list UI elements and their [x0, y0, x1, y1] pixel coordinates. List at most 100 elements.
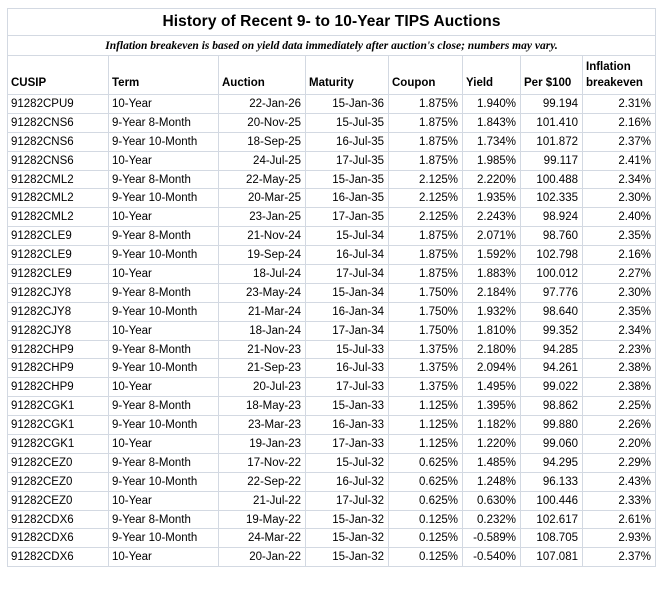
cell-auction: 21-Nov-24	[218, 226, 306, 247]
cell-yield: 1.395%	[462, 396, 521, 417]
cell-cusip: 91282CML2	[7, 188, 109, 209]
cell-coupon: 1.125%	[388, 415, 463, 436]
column-header-yield: Yield	[462, 55, 521, 95]
cell-coupon: 1.375%	[388, 358, 463, 379]
cell-maturity: 15-Jul-35	[305, 112, 389, 133]
cell-cusip: 91282CHP9	[7, 339, 109, 360]
cell-auction: 23-May-24	[218, 282, 306, 303]
cell-breakeven: 2.26%	[582, 415, 656, 436]
cell-term: 9-Year 8-Month	[108, 169, 219, 190]
cell-maturity: 15-Jan-32	[305, 509, 389, 530]
cell-per100: 100.012	[520, 264, 583, 284]
cell-term: 9-Year 10-Month	[108, 245, 219, 266]
cell-maturity: 17-Jan-33	[305, 434, 389, 454]
cell-term: 10-Year	[108, 264, 219, 284]
cell-breakeven: 2.43%	[582, 471, 656, 492]
table-row: 91282CNS6 10-Year 24-Jul-25 17-Jul-35 1.875%…	[7, 150, 656, 171]
cell-term: 10-Year	[108, 207, 219, 228]
cell-breakeven: 2.37%	[582, 131, 656, 152]
cell-term: 9-Year 8-Month	[108, 396, 219, 417]
cell-auction: 18-May-23	[218, 396, 306, 417]
cell-breakeven: 2.37%	[582, 547, 656, 568]
cell-auction: 22-Sep-22	[218, 471, 306, 492]
cell-term: 9-Year 10-Month	[108, 415, 219, 436]
cell-coupon: 1.875%	[388, 264, 463, 284]
cell-yield: 1.883%	[462, 264, 521, 284]
cell-cusip: 91282CJY8	[7, 320, 109, 341]
cell-maturity: 17-Jul-33	[305, 377, 389, 398]
column-header-term: Term	[108, 55, 219, 95]
cell-breakeven: 2.16%	[582, 245, 656, 266]
cell-auction: 18-Jan-24	[218, 320, 306, 341]
cell-cusip: 91282CGK1	[7, 396, 109, 417]
cell-cusip: 91282CHP9	[7, 377, 109, 398]
cell-breakeven: 2.38%	[582, 358, 656, 379]
cell-cusip: 91282CNS6	[7, 150, 109, 171]
cell-breakeven: 2.41%	[582, 150, 656, 171]
cell-breakeven: 2.30%	[582, 188, 656, 209]
table-row: 91282CGK1 9-Year 10-Month 23-Mar-23 16-Jan-…	[7, 415, 656, 436]
cell-auction: 21-Jul-22	[218, 490, 306, 511]
table-row: 91282CHP9 10-Year 20-Jul-23 17-Jul-33 1.375%…	[7, 377, 656, 398]
cell-auction: 18-Jul-24	[218, 264, 306, 284]
cell-coupon: 0.625%	[388, 471, 463, 492]
cell-yield: 1.734%	[462, 131, 521, 152]
cell-coupon: 1.750%	[388, 301, 463, 322]
table-row: 91282CLE9 9-Year 10-Month 19-Sep-24 16-Jul-…	[7, 245, 656, 266]
cell-coupon: 1.750%	[388, 320, 463, 341]
cell-maturity: 16-Jan-34	[305, 301, 389, 322]
cell-coupon: 1.750%	[388, 282, 463, 303]
page-title: History of Recent 9- to 10-Year TIPS Auc…	[7, 8, 656, 36]
cell-maturity: 15-Jan-32	[305, 528, 389, 549]
table-row: 91282CLE9 10-Year 18-Jul-24 17-Jul-34 1.875%…	[7, 264, 656, 284]
cell-yield: 0.232%	[462, 509, 521, 530]
cell-coupon: 0.125%	[388, 509, 463, 530]
cell-breakeven: 2.23%	[582, 339, 656, 360]
cell-term: 10-Year	[108, 377, 219, 398]
cell-cusip: 91282CEZ0	[7, 490, 109, 511]
table-row: 91282CML2 9-Year 10-Month 20-Mar-25 16-Jan-…	[7, 188, 656, 209]
cell-breakeven: 2.33%	[582, 490, 656, 511]
cell-breakeven: 2.27%	[582, 264, 656, 284]
cell-maturity: 15-Jan-35	[305, 169, 389, 190]
table-row: 91282CEZ0 9-Year 8-Month 17-Nov-22 15-Jul-3…	[7, 452, 656, 473]
cell-cusip: 91282CEZ0	[7, 471, 109, 492]
table-row: 91282CPU9 10-Year 22-Jan-26 15-Jan-36 1.875%…	[7, 94, 656, 114]
cell-coupon: 1.375%	[388, 377, 463, 398]
cell-yield: 1.810%	[462, 320, 521, 341]
cell-cusip: 91282CNS6	[7, 131, 109, 152]
cell-term: 9-Year 10-Month	[108, 131, 219, 152]
table-row: 91282CLE9 9-Year 8-Month 21-Nov-24 15-Jul-3…	[7, 226, 656, 247]
cell-coupon: 1.875%	[388, 94, 463, 114]
cell-yield: 1.592%	[462, 245, 521, 266]
cell-cusip: 91282CML2	[7, 169, 109, 190]
cell-breakeven: 2.30%	[582, 282, 656, 303]
cell-auction: 24-Jul-25	[218, 150, 306, 171]
cell-term: 10-Year	[108, 320, 219, 341]
cell-auction: 23-Jan-25	[218, 207, 306, 228]
cell-maturity: 15-Jan-34	[305, 282, 389, 303]
table-row: 91282CGK1 10-Year 19-Jan-23 17-Jan-33 1.125%…	[7, 434, 656, 454]
cell-per100: 102.335	[520, 188, 583, 209]
cell-maturity: 15-Jul-32	[305, 452, 389, 473]
cell-breakeven: 2.34%	[582, 320, 656, 341]
cell-breakeven: 2.16%	[582, 112, 656, 133]
cell-per100: 102.617	[520, 509, 583, 530]
table-row: 91282CJY8 9-Year 10-Month 21-Mar-24 16-Jan-…	[7, 301, 656, 322]
cell-cusip: 91282CLE9	[7, 226, 109, 247]
cell-maturity: 17-Jul-35	[305, 150, 389, 171]
cell-auction: 21-Nov-23	[218, 339, 306, 360]
cell-cusip: 91282CDX6	[7, 547, 109, 568]
cell-breakeven: 2.34%	[582, 169, 656, 190]
cell-breakeven: 2.93%	[582, 528, 656, 549]
cell-per100: 94.295	[520, 452, 583, 473]
cell-auction: 23-Mar-23	[218, 415, 306, 436]
table-row: 91282CEZ0 9-Year 10-Month 22-Sep-22 16-Jul-…	[7, 471, 656, 492]
table-row: 91282CJY8 10-Year 18-Jan-24 17-Jan-34 1.750%…	[7, 320, 656, 341]
cell-coupon: 1.875%	[388, 226, 463, 247]
auction-table-body: 91282CPU9 10-Year 22-Jan-26 15-Jan-36 1.875%…	[7, 94, 656, 568]
cell-cusip: 91282CDX6	[7, 528, 109, 549]
cell-yield: 2.220%	[462, 169, 521, 190]
column-header-maturity: Maturity	[305, 55, 389, 95]
cell-auction: 17-Nov-22	[218, 452, 306, 473]
